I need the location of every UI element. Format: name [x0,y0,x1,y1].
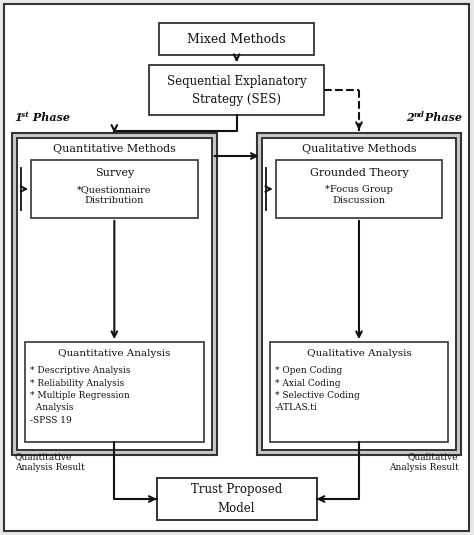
Text: Phase: Phase [29,112,70,123]
Text: st: st [21,111,29,119]
Text: * Open Coding
* Axial Coding
* Selective Coding
-ATLAS.ti: * Open Coding * Axial Coding * Selective… [274,366,359,412]
Text: 1: 1 [14,112,22,123]
Text: Quantitative Analysis: Quantitative Analysis [58,348,171,357]
Text: *Focus Group
Discussion: *Focus Group Discussion [325,185,393,205]
Text: Qualitative
Analysis Result: Qualitative Analysis Result [389,452,458,472]
Text: Qualitative Analysis: Qualitative Analysis [307,348,411,357]
Text: Qualitative Methods: Qualitative Methods [301,144,416,154]
Text: *Questionnaire
Distribution: *Questionnaire Distribution [77,185,152,205]
Bar [256,133,461,455]
Text: Survey: Survey [95,168,134,178]
Text: Quantitative Methods: Quantitative Methods [53,144,176,154]
Text: Trust Proposed
Model: Trust Proposed Model [191,484,283,515]
Bar [25,342,204,442]
Bar [17,138,212,450]
Bar [31,160,198,218]
Text: Mixed Methods: Mixed Methods [187,33,286,45]
Bar [275,160,442,218]
Text: * Descriptive Analysis
* Reliability Analysis
* Multiple Regression
  Analysis
-: * Descriptive Analysis * Reliability Ana… [30,366,130,425]
Text: 2: 2 [406,112,414,123]
Bar [157,478,317,520]
Bar [262,138,456,450]
Bar [149,65,324,115]
Bar [12,133,217,455]
Text: nd: nd [413,111,424,119]
Text: Quantitative
Analysis Result: Quantitative Analysis Result [15,452,85,472]
Text: Phase: Phase [421,112,462,123]
Text: Grounded Theory: Grounded Theory [310,168,408,178]
Text: Sequential Explanatory
Strategy (SES): Sequential Explanatory Strategy (SES) [167,74,307,105]
Bar [270,342,448,442]
Bar [159,23,314,55]
